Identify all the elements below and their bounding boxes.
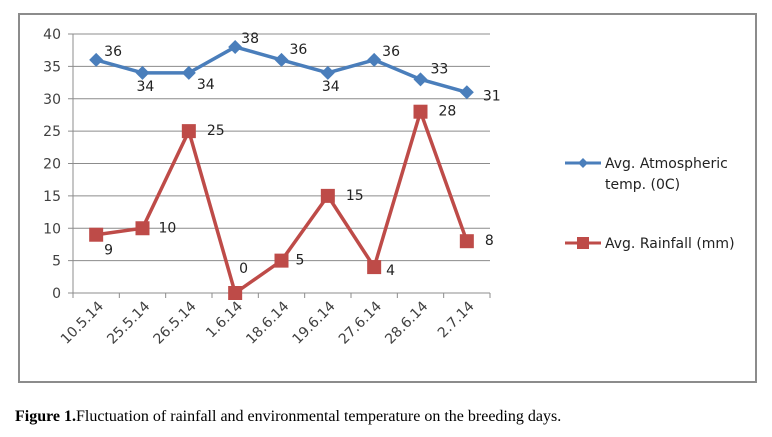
data-label: 31 [483,88,501,104]
y-tick-label: 20 [43,157,61,173]
data-label: 36 [290,42,308,58]
data-point-diamond [135,65,150,80]
data-point-square [274,253,289,268]
y-tick-label: 0 [52,286,61,302]
x-tick-label: 26.5.14 [151,298,200,347]
data-label: 33 [431,61,449,77]
data-label: 34 [137,79,155,95]
data-label: 8 [485,233,494,249]
legend: Avg. Atmospheric temp. (0C) Avg. Rainfall … [565,156,735,252]
x-tick-label: 19.6.14 [290,298,339,347]
data-point-square [320,188,335,203]
x-tick-label: 10.5.14 [58,298,107,347]
x-tick-label: 25.5.14 [104,298,153,347]
legend-marker-square [577,237,589,249]
x-tick-label: 28.6.14 [382,298,431,347]
y-tick-label: 40 [43,27,61,43]
x-tick-label: 27.6.14 [336,298,385,347]
data-point-diamond [89,52,104,67]
data-point-square [89,227,104,242]
data-label: 9 [104,243,113,259]
data-point-diamond [181,65,196,80]
data-point-diamond [228,39,243,54]
data-point-square [459,234,474,249]
legend-marker-diamond [578,158,588,168]
legend-label: Avg. Rainfall (mm) [605,236,735,252]
data-label: 10 [159,220,177,236]
data-point-square [135,221,150,236]
data-label: 25 [207,123,225,139]
data-label: 36 [104,44,122,60]
legend-label: Avg. Atmospheric [605,156,728,172]
data-label: 15 [346,188,364,204]
data-point-diamond [274,52,289,67]
x-tick-label: 1.6.14 [203,298,246,341]
data-point-square [181,124,196,139]
legend-label: temp. (0C) [605,177,680,193]
y-tick-label: 25 [43,124,61,140]
caption-text: Fluctuation of rainfall and environmenta… [76,408,562,425]
figure-caption: Figure 1.Fluctuation of rainfall and env… [15,408,561,426]
data-label: 28 [439,104,457,120]
y-tick-label: 15 [43,189,61,205]
y-tick-label: 30 [43,92,61,108]
data-point-diamond [459,85,474,100]
data-point-square [413,104,428,119]
caption-label: Figure 1. [15,408,77,425]
data-point-square [367,260,382,275]
x-tick-label: 2.7.14 [435,298,478,341]
y-tick-label: 5 [52,254,61,270]
data-label: 38 [241,31,259,47]
data-label: 0 [239,261,248,277]
data-label: 34 [197,77,215,93]
data-point-diamond [413,72,428,87]
data-label: 5 [296,253,305,269]
x-tick-label: 18.6.14 [243,298,292,347]
data-label: 36 [382,44,400,60]
series-group: 36 34 34 38 36 34 36 33 31 9 10 25 0 5 15 4 28 8 [89,31,501,300]
data-label: 4 [386,263,395,279]
data-point-diamond [320,65,335,80]
y-tick-label: 10 [43,221,61,237]
data-point-diamond [367,52,382,67]
data-label: 34 [322,79,340,95]
data-point-square [228,286,243,300]
y-tick-label: 35 [43,59,61,75]
